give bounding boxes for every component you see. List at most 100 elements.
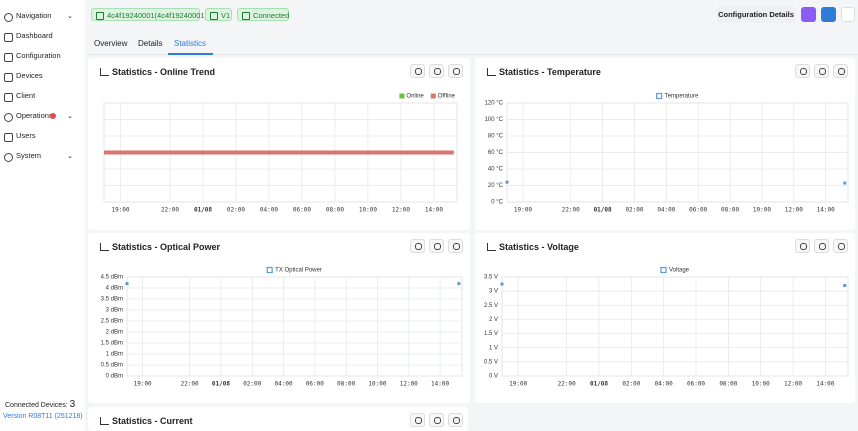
x-tick-label: 12:00 (400, 381, 418, 388)
x-tick-label: 06:00 (306, 381, 324, 388)
connected-label: Connected Devices: (5, 402, 68, 409)
version[interactable]: Version R08T11 (251218) (3, 413, 83, 420)
x-tick-label: 22:00 (181, 381, 199, 388)
y-tick-label: 4 dBm (106, 286, 123, 292)
plot-area (501, 276, 849, 377)
data-point (500, 282, 504, 286)
panel: Statistics - Temperature (475, 58, 855, 230)
icon-button[interactable] (801, 7, 816, 22)
x-tick-label: 08:00 (326, 207, 344, 214)
y-tick-label: 4.5 dBm (101, 275, 123, 281)
x-tick-label: 02:00 (622, 381, 640, 388)
nav-item[interactable]: Dashboard (16, 31, 53, 40)
connected-info: Connected Devices: 3 (5, 399, 75, 410)
tab[interactable]: Details (138, 39, 163, 48)
x-tick-label: 22:00 (161, 207, 179, 214)
data-point (505, 180, 509, 184)
nav-item[interactable]: Operations (16, 111, 53, 120)
firmware-tag: V1 (205, 8, 232, 21)
legend-swatch (399, 93, 405, 99)
tab[interactable]: Overview (94, 39, 128, 48)
nav-item[interactable]: Navigation (16, 11, 52, 20)
x-tick-label: 01/08 (590, 381, 608, 388)
x-tick-label: 10:00 (368, 381, 386, 388)
panel-title: Statistics - Voltage (499, 242, 579, 252)
nav-item[interactable]: Users (16, 131, 36, 140)
legend-swatch (430, 93, 436, 99)
list-button[interactable] (410, 239, 425, 253)
x-tick-label: 08:00 (719, 381, 737, 388)
refresh-button[interactable] (448, 64, 463, 78)
nav-item[interactable]: Client (16, 91, 36, 100)
data-point (843, 283, 847, 287)
history-button[interactable] (429, 64, 444, 78)
y-tick-label: 0 °C (491, 200, 503, 206)
icon-button[interactable] (821, 7, 836, 22)
nav-item[interactable]: Configuration (16, 51, 61, 60)
nav-item[interactable]: System (16, 151, 42, 160)
badge (50, 113, 56, 119)
list-button[interactable] (795, 239, 810, 253)
tab-active[interactable]: Statistics (174, 39, 207, 48)
y-tick-label: 40 °C (488, 167, 504, 173)
history-button[interactable] (429, 413, 444, 427)
nav-item[interactable]: Devices (16, 71, 43, 80)
y-tick-label: 0.5 dBm (101, 363, 123, 369)
panel-title: Statistics - Optical Power (112, 242, 221, 252)
y-tick-label: 100 °C (485, 117, 504, 123)
x-tick-label: 02:00 (227, 207, 245, 214)
y-tick-label: 1.5 dBm (101, 341, 123, 347)
data-point (125, 282, 129, 286)
y-tick-label: 120 °C (485, 101, 504, 107)
x-tick-label: 04:00 (260, 207, 278, 214)
x-tick-label: 22:00 (558, 381, 576, 388)
y-tick-label: 0 V (489, 374, 498, 380)
x-tick-label: 22:00 (562, 207, 580, 214)
y-tick-label: 3.5 dBm (101, 297, 123, 303)
list-button[interactable] (795, 64, 810, 78)
refresh-button[interactable] (448, 239, 463, 253)
refresh-button[interactable] (833, 239, 848, 253)
list-button[interactable] (410, 413, 425, 427)
x-tick-label: 02:00 (625, 207, 643, 214)
y-tick-label: 2 V (489, 317, 498, 323)
panel-icon (487, 243, 496, 251)
chevron: ⌄ (67, 113, 73, 120)
status-tag: Connected (237, 8, 289, 21)
y-tick-label: 2.5 V (484, 303, 498, 309)
nav-icon (4, 73, 13, 82)
y-tick-label: 1 dBm (106, 352, 123, 358)
y-tick-label: 60 °C (488, 150, 504, 156)
config-button[interactable]: Configuration Details (717, 6, 795, 23)
sidebar: Navigation ⌄ Dashboard Configuration Dev… (0, 0, 85, 431)
y-tick-label: 0 dBm (106, 374, 123, 380)
device-tag: 4c4f19240001(4c4f19240001) (91, 8, 207, 21)
x-tick-label: 06:00 (687, 381, 705, 388)
x-tick-label: 12:00 (785, 207, 803, 214)
data-point (843, 181, 847, 185)
history-button[interactable] (814, 64, 829, 78)
nav-icon (4, 113, 13, 122)
x-tick-label: 14:00 (425, 207, 443, 214)
x-tick-label: 19:00 (134, 381, 152, 388)
plot-area (126, 276, 463, 377)
nav-icon (4, 93, 13, 102)
x-tick-label: 10:00 (752, 381, 770, 388)
connected-count: 3 (69, 399, 76, 410)
refresh-button[interactable] (833, 64, 848, 78)
chevron: ⌄ (67, 13, 73, 20)
x-tick-label: 14:00 (816, 381, 834, 388)
x-tick-label: 01/08 (212, 381, 230, 388)
panel-icon (487, 68, 496, 76)
x-tick-label: 10:00 (359, 207, 377, 214)
history-button[interactable] (429, 239, 444, 253)
history-button[interactable] (814, 239, 829, 253)
refresh-button[interactable] (841, 7, 855, 22)
y-tick-label: 2.5 dBm (101, 319, 123, 325)
nav-icon (4, 53, 13, 62)
refresh-button[interactable] (448, 413, 463, 427)
list-button[interactable] (410, 64, 425, 78)
panel-icon (100, 68, 109, 76)
